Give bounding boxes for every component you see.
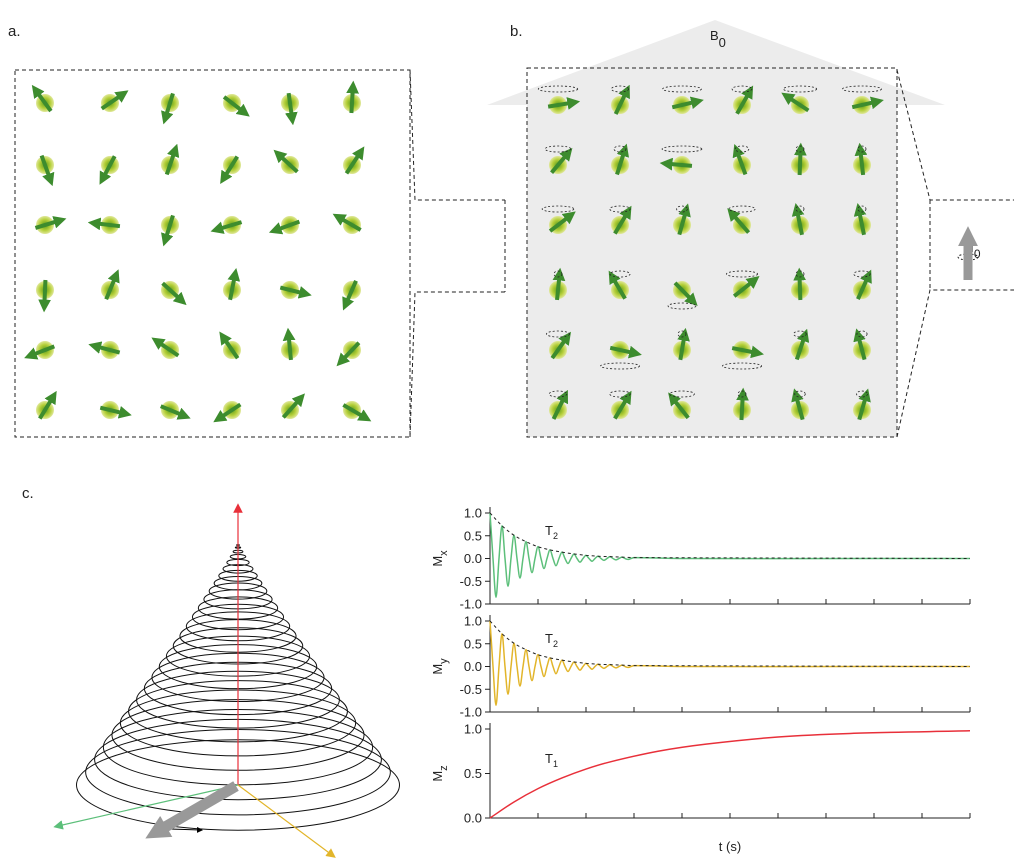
y-tick-label: 0.0 xyxy=(464,659,482,674)
y-axis-title-base: M xyxy=(430,556,445,567)
panel-label: b. xyxy=(510,23,523,40)
y-axis-title-sub: z xyxy=(438,765,450,771)
panel-a-frame xyxy=(15,70,505,437)
decay-envelope xyxy=(490,621,970,667)
panel-label: a. xyxy=(8,23,21,40)
spin-arrow xyxy=(557,274,560,300)
spin-arrow xyxy=(289,334,291,360)
spin-arrow xyxy=(666,164,692,166)
y-axis-title: My xyxy=(430,658,450,675)
field-label-base: B xyxy=(710,28,719,43)
y-tick-label: 1.0 xyxy=(464,614,482,629)
y-tick-label: -1.0 xyxy=(460,705,482,720)
annotation-sub: 2 xyxy=(553,531,558,541)
signal-line xyxy=(490,621,970,705)
y-tick-label: 0.5 xyxy=(464,766,482,781)
y-axis-title-base: M xyxy=(430,664,445,675)
signal-line xyxy=(490,731,970,818)
spin-arrow xyxy=(351,87,353,113)
y-axis xyxy=(238,785,332,855)
magnetization-sub: 0 xyxy=(974,247,981,261)
y-tick-label: -0.5 xyxy=(460,682,482,697)
y-tick-label: 0.0 xyxy=(464,551,482,566)
field-label-sub: 0 xyxy=(719,35,726,50)
y-axis-title-sub: x xyxy=(438,550,450,556)
y-tick-label: -0.5 xyxy=(460,574,482,589)
y-axis-title-sub: y xyxy=(438,658,450,664)
magnetization-vector xyxy=(160,786,236,830)
y-tick-label: 1.0 xyxy=(464,506,482,521)
y-tick-label: 0.5 xyxy=(464,528,482,543)
y-axis-title: Mz xyxy=(430,765,450,781)
signal-line xyxy=(490,513,970,597)
spin-arrow xyxy=(800,149,801,175)
y-axis-title: Mx xyxy=(430,550,450,567)
annotation-sub: 1 xyxy=(553,759,558,769)
spin-arrow xyxy=(44,280,45,306)
y-tick-label: 0.0 xyxy=(464,811,482,826)
decay-envelope xyxy=(490,513,970,559)
x-axis-title: t (s) xyxy=(719,839,741,854)
y-tick-label: -1.0 xyxy=(460,597,482,612)
annotation-base: T xyxy=(545,751,553,766)
annotation: T2 xyxy=(545,523,558,541)
figure: a. b. c. B0 M0 -1.0-0.50.00.51.0MxT2-1.0… xyxy=(0,0,1014,866)
y-axis-title-base: M xyxy=(430,771,445,782)
y-tick-label: 1.0 xyxy=(464,722,482,737)
annotation: T1 xyxy=(545,751,558,769)
annotation-base: T xyxy=(545,631,553,646)
annotation-base: T xyxy=(545,523,553,538)
panel-label: c. xyxy=(22,485,34,502)
y-tick-label: 0.5 xyxy=(464,636,482,651)
spin-arrow xyxy=(799,274,800,300)
annotation-sub: 2 xyxy=(553,639,558,649)
spin-arrow xyxy=(741,394,742,420)
annotation: T2 xyxy=(545,631,558,649)
